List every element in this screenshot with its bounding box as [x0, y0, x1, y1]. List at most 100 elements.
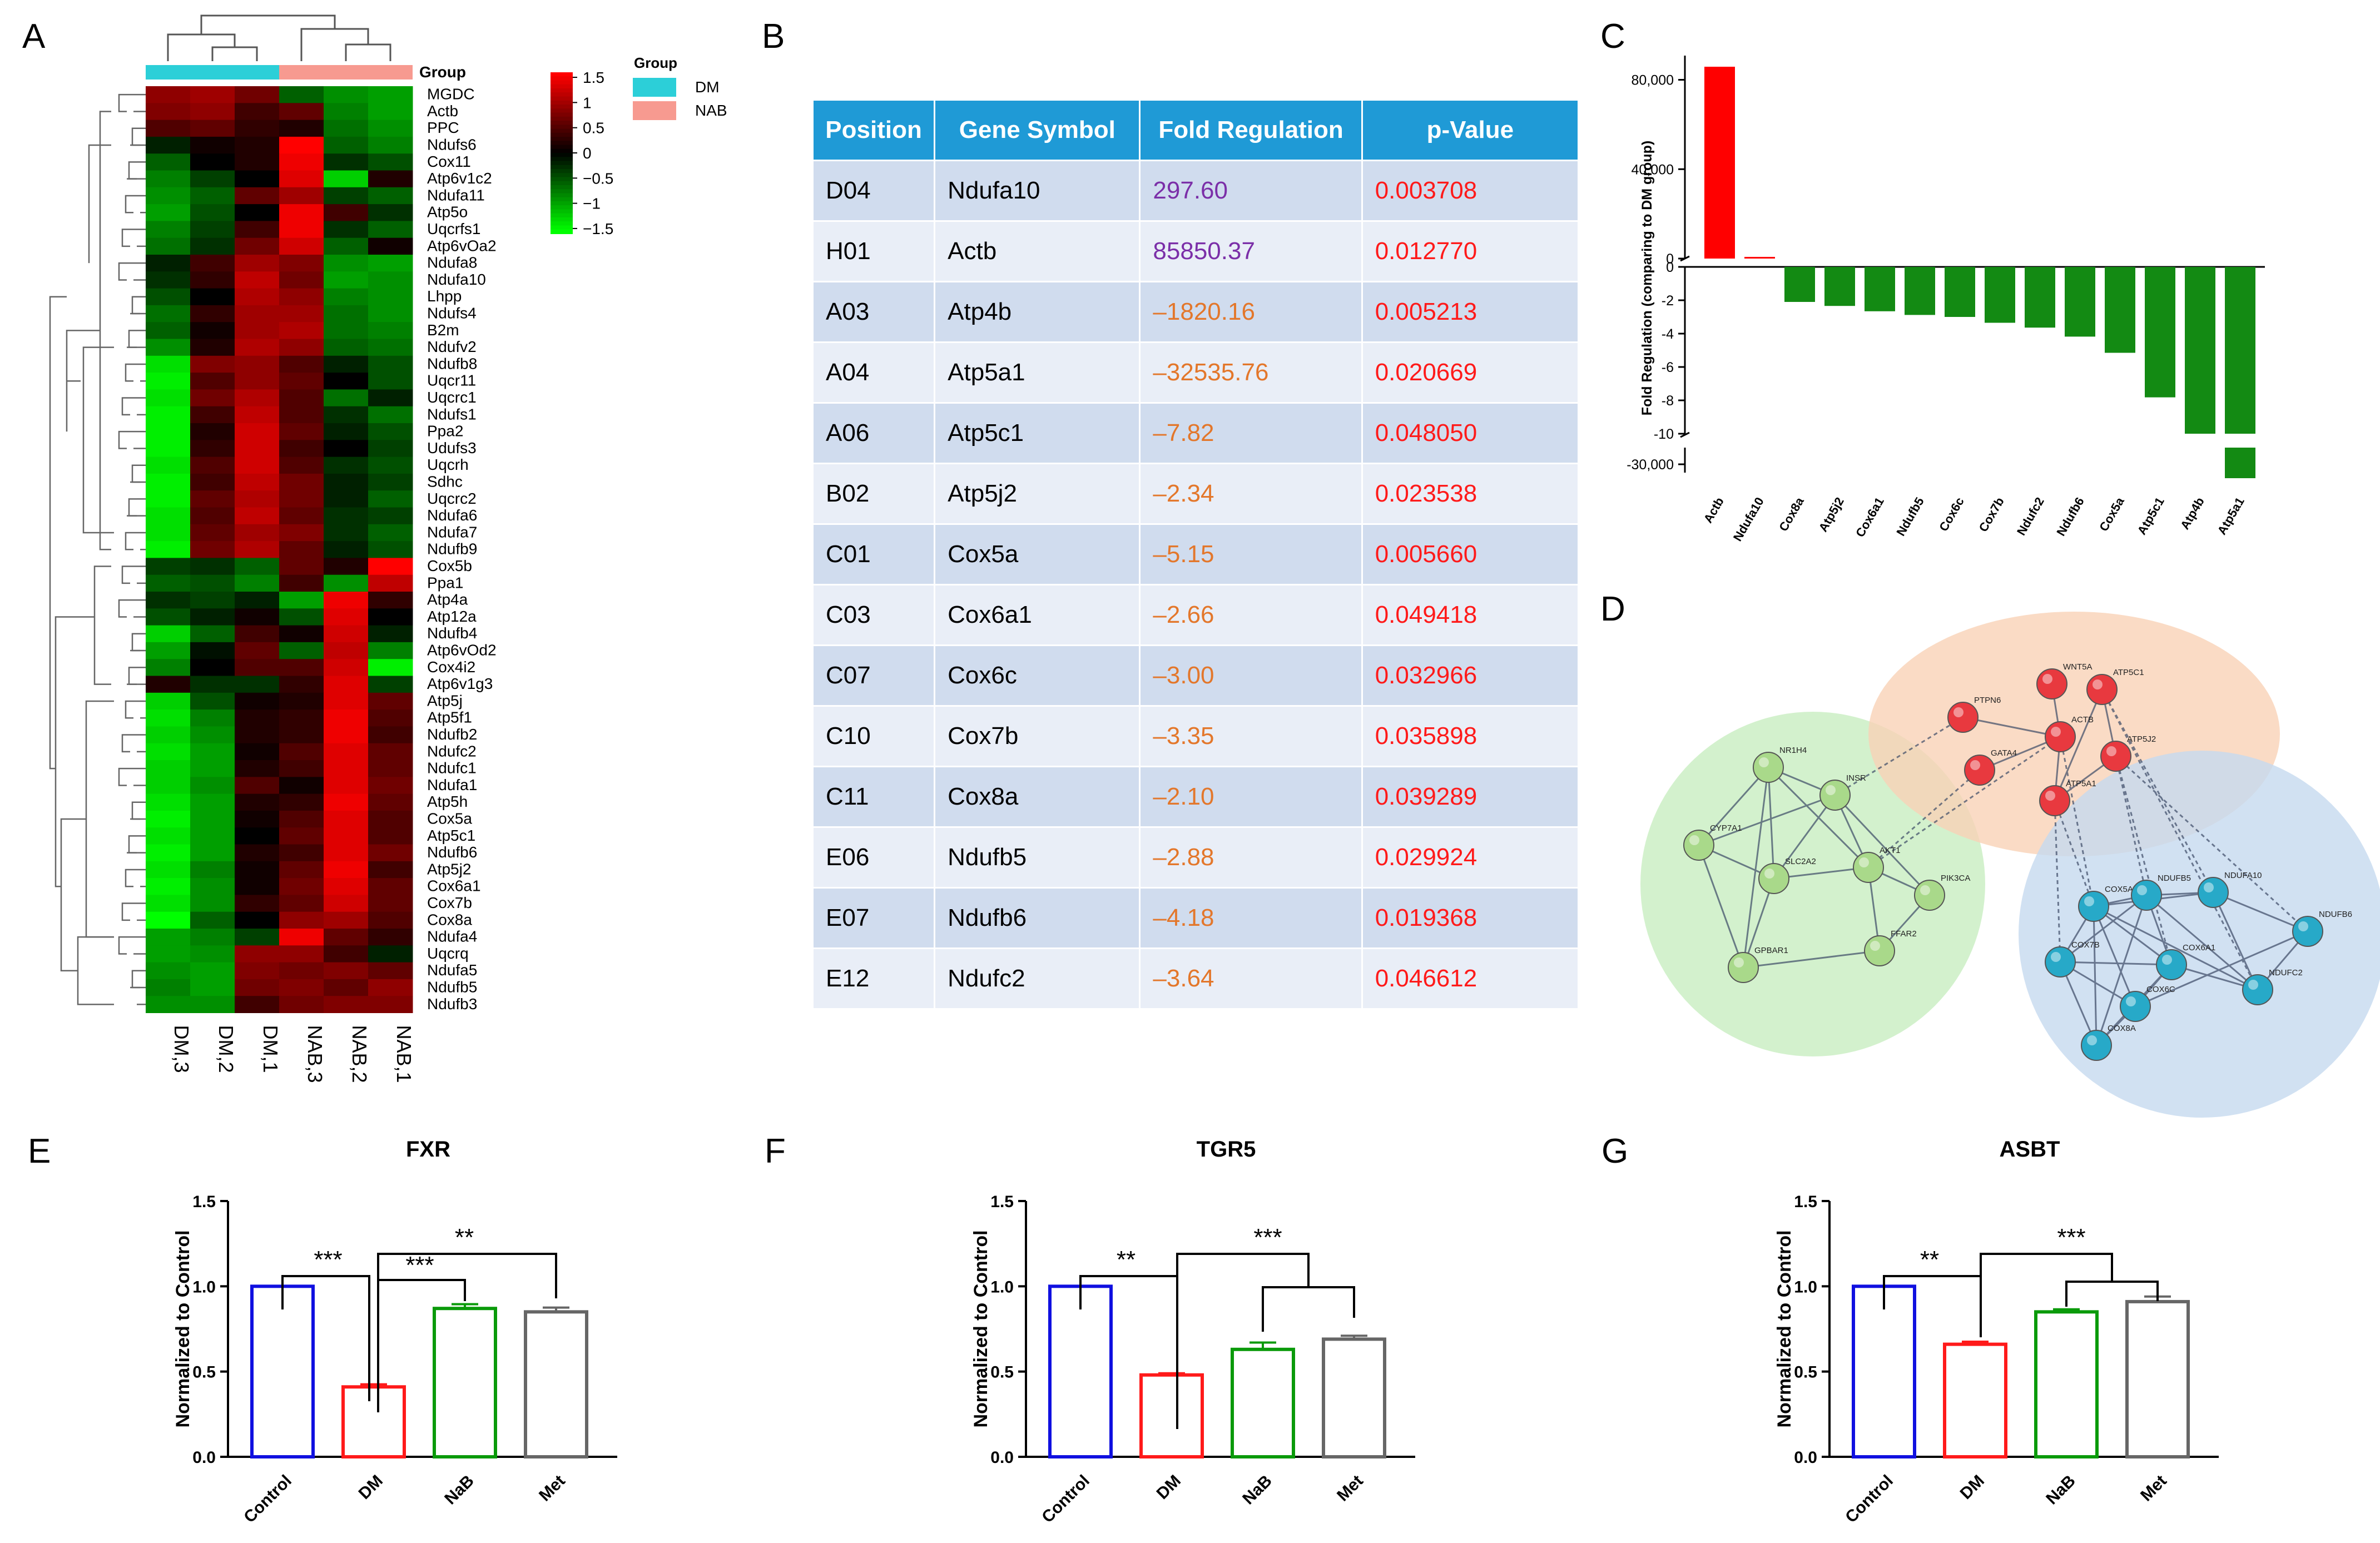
network-edge [1868, 736, 2061, 869]
heatmap-cell [324, 204, 369, 221]
heatmap-cell [368, 473, 413, 491]
heatmap-cell [146, 120, 191, 137]
row-gene-label: Atp5o [427, 204, 468, 221]
bar [2034, 1310, 2099, 1458]
heatmap-cell [146, 710, 191, 727]
heatmap-cell [279, 255, 324, 272]
panel-letter-b: B [762, 17, 785, 56]
node-highlight [2051, 727, 2061, 737]
node-highlight [1920, 885, 1930, 895]
row-gene-label: Ndufb4 [427, 624, 477, 642]
heatmap-cell [235, 878, 280, 895]
axes [1018, 1200, 1415, 1458]
table-cell-fold: –3.35 [1139, 705, 1363, 767]
y-tick-label: 0.0 [1794, 1448, 1817, 1467]
header-p-value: p-Value [1361, 99, 1580, 161]
heatmap-cell [368, 271, 413, 289]
network-node-label: NDUFB6 [2319, 910, 2352, 919]
row-gene-label: Uqcr11 [427, 372, 476, 389]
dendro-branch [85, 700, 114, 938]
heatmap-cell [324, 962, 369, 980]
network-edge [2054, 689, 2103, 801]
heatmap-cell [190, 743, 235, 761]
heatmap-cell [190, 558, 235, 575]
heatmap-cell [368, 710, 413, 727]
heatmap-cell [235, 288, 280, 306]
heatmap-cell [279, 625, 324, 643]
heatmap-cell [324, 136, 369, 154]
bar-negative [2025, 267, 2055, 328]
colorscale-segment [551, 201, 573, 206]
heatmap-cell [190, 204, 235, 221]
heatmap-cell [368, 945, 413, 963]
heatmap-cell [279, 221, 324, 239]
bar [1943, 1342, 2007, 1458]
bar-negative [1985, 267, 2015, 323]
dendro-branch [131, 633, 140, 652]
row-gene-label: Atp5j [427, 692, 463, 709]
colorscale-segment [551, 205, 573, 210]
heatmap-cell [146, 86, 191, 103]
heatmap-cell [368, 810, 413, 828]
table-row: C01 Cox5a –5.15 0.005660 [811, 523, 1580, 586]
heatmap-cell [368, 389, 413, 407]
heatmap-cell [235, 743, 280, 761]
dendro-branch [93, 565, 111, 685]
heatmap-cell [235, 945, 280, 963]
network-edge [2060, 961, 2172, 966]
table-cell-gene: Ndufa10 [934, 160, 1141, 222]
heatmap-cell [146, 373, 191, 390]
heatmap-cell [235, 810, 280, 828]
network-node [2100, 741, 2131, 772]
heatmap-cell [235, 221, 280, 239]
y-tick-label: -6 [1662, 360, 1674, 375]
heatmap-cell [190, 271, 235, 289]
table-cell-position: A06 [811, 402, 936, 464]
header-position: Position [811, 99, 936, 161]
panel-letter-f: F [765, 1132, 786, 1170]
heatmap-cell [235, 659, 280, 676]
heatmap-cell [146, 204, 191, 221]
heatmap-cell [324, 457, 369, 474]
column-dendrogram [167, 14, 391, 61]
network-node [2036, 668, 2067, 699]
colorscale-segment [551, 141, 573, 146]
network-node [2156, 949, 2187, 980]
x-tick-label: Cox6a1 [1853, 495, 1887, 539]
table-cell-pvalue: 0.023538 [1361, 463, 1580, 525]
bar-negative [2105, 267, 2135, 353]
colorscale-segment [551, 185, 573, 190]
network-node [1964, 755, 1995, 786]
y-tick-label: -2 [1662, 293, 1674, 309]
network-edge [2060, 894, 2147, 963]
network-edge [2213, 891, 2308, 932]
bar-positive [1704, 66, 1735, 259]
network-node [2045, 946, 2076, 978]
network-edge [2101, 689, 2214, 893]
row-gene-label: Ndufs6 [427, 136, 477, 153]
node-highlight [1689, 835, 1699, 845]
bar [1322, 1337, 1386, 1458]
network-node [2131, 880, 2162, 911]
heatmap-cell [146, 962, 191, 980]
dendro-branch [77, 936, 114, 1005]
network-node [2039, 785, 2070, 816]
heatmap-cell [235, 153, 280, 171]
heatmap-cell [279, 406, 324, 424]
heatmap-cell [235, 490, 280, 508]
heatmap-cell [190, 507, 235, 525]
network-node-label: PTPN6 [1974, 696, 2001, 705]
colorscale-segment [551, 197, 573, 202]
table-row: C03 Cox6a1 –2.66 0.049418 [811, 584, 1580, 646]
column-label: DM,1 [259, 1025, 282, 1073]
panel-letter-a: A [22, 17, 46, 56]
row-gene-label: Ndufa11 [427, 186, 485, 204]
heatmap-cell [190, 861, 235, 879]
heatmap-cell [279, 187, 324, 205]
heatmap-cell [324, 878, 369, 895]
dendro-branch [121, 229, 130, 247]
group-legend-label: NAB [695, 102, 727, 119]
node-highlight [2126, 996, 2136, 1006]
heatmap-cell [324, 524, 369, 542]
heatmap-cell [190, 659, 235, 676]
